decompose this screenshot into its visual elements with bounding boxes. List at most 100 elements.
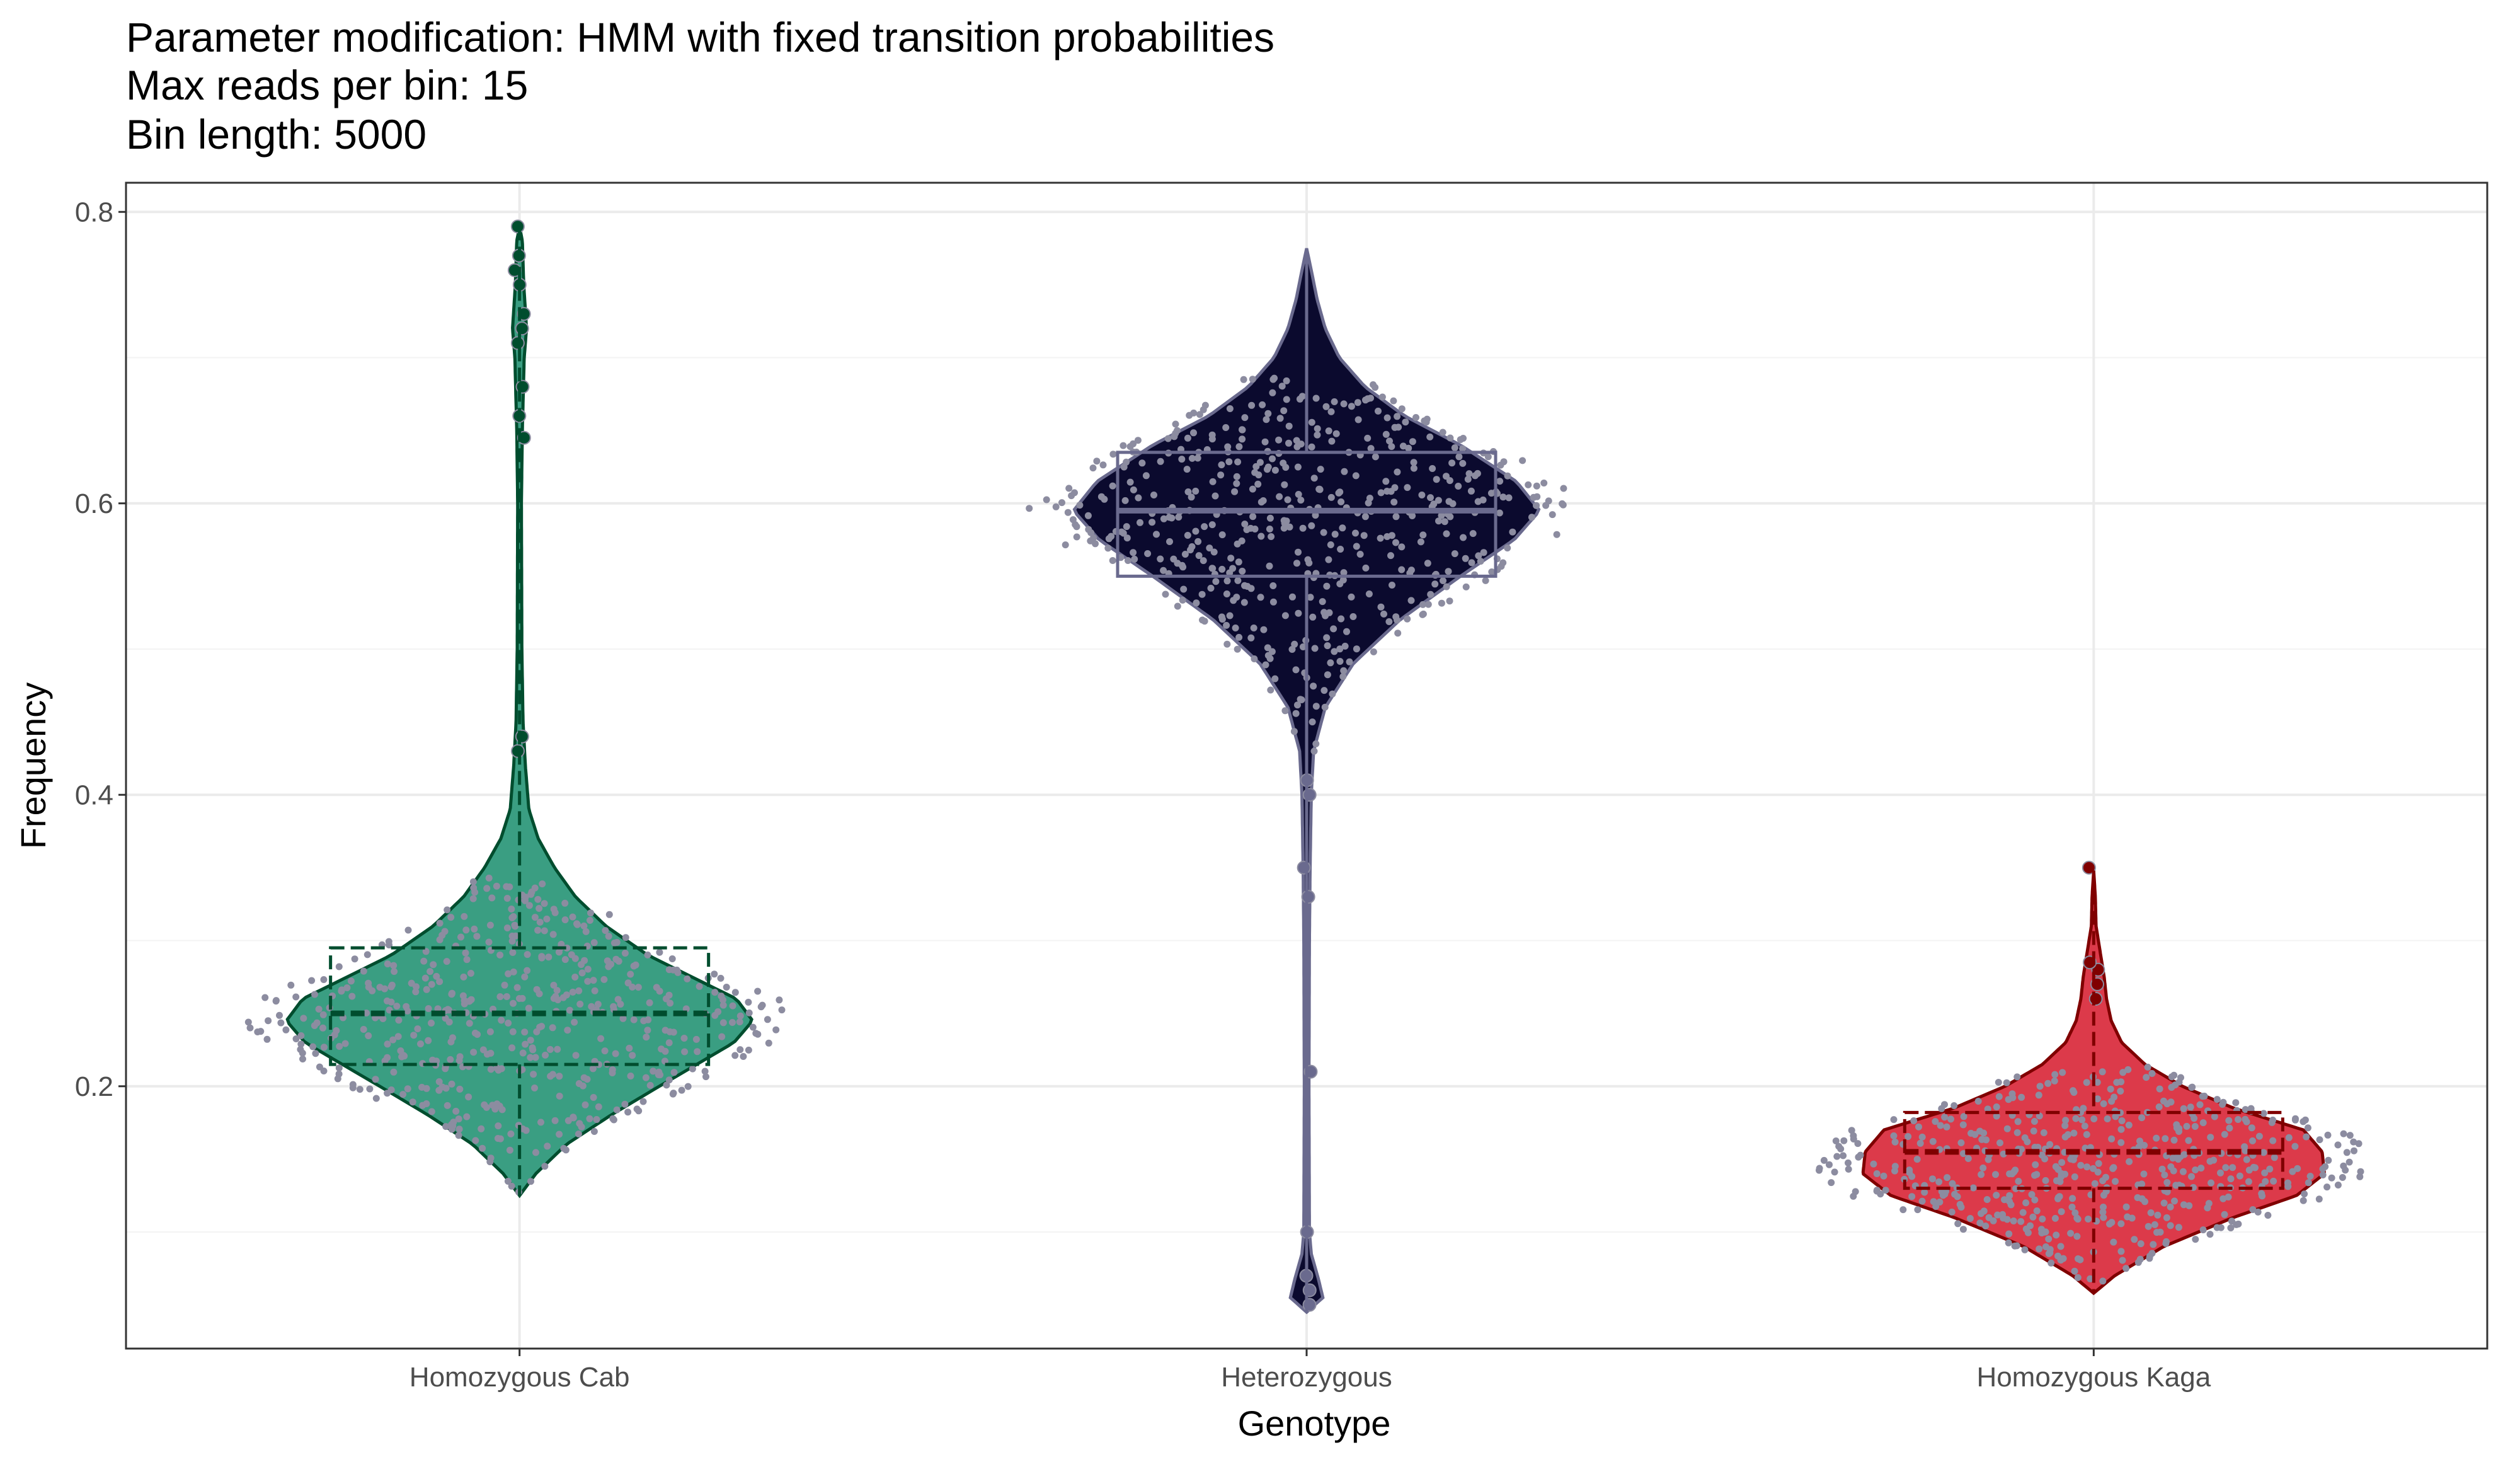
data-point <box>1353 645 1360 653</box>
data-point <box>1260 626 1268 633</box>
data-point <box>2340 1162 2347 1170</box>
data-point <box>1352 529 1359 537</box>
data-point <box>665 1076 673 1084</box>
data-point <box>525 1004 532 1012</box>
data-point <box>1123 458 1130 466</box>
data-point <box>428 1020 435 1027</box>
data-point <box>2124 1066 2132 1073</box>
x-tick-label: Homozygous Cab <box>410 1362 630 1393</box>
outlier-point <box>510 744 525 758</box>
data-point <box>493 1064 501 1072</box>
data-point <box>1160 567 1167 574</box>
data-point <box>718 993 725 1000</box>
data-point <box>1256 459 1264 466</box>
data-point <box>1367 445 1375 452</box>
data-point <box>575 987 583 994</box>
data-point <box>1443 583 1450 590</box>
data-point <box>701 1068 709 1075</box>
data-point <box>1109 557 1116 564</box>
data-point <box>1073 533 1080 541</box>
data-point <box>1281 612 1289 619</box>
data-point <box>1329 690 1336 698</box>
data-point <box>1187 546 1194 554</box>
data-point <box>1153 531 1160 538</box>
data-point <box>1168 514 1176 522</box>
data-point <box>1297 497 1305 504</box>
data-point <box>1172 420 1179 428</box>
data-point <box>462 926 470 934</box>
data-point <box>1354 399 1361 406</box>
data-point <box>1553 531 1561 538</box>
data-point <box>1241 414 1249 422</box>
data-point <box>1249 376 1256 383</box>
data-point <box>435 1078 443 1085</box>
data-point <box>736 1046 744 1054</box>
data-point <box>1857 1151 1864 1159</box>
data-point <box>512 932 519 940</box>
data-point <box>2083 1163 2091 1171</box>
data-point <box>2210 1156 2218 1164</box>
data-point <box>2006 1192 2013 1199</box>
data-point <box>2319 1165 2327 1173</box>
data-point <box>2146 1252 2153 1260</box>
data-point <box>1509 528 1516 536</box>
data-point <box>1938 1105 1945 1112</box>
data-point <box>338 987 345 995</box>
data-point <box>485 938 493 946</box>
data-point <box>2138 1114 2146 1122</box>
data-point <box>736 1018 743 1026</box>
data-point <box>2323 1183 2331 1191</box>
data-point <box>430 961 437 969</box>
data-point <box>2007 1201 2015 1209</box>
data-point <box>417 1040 424 1047</box>
data-point <box>436 936 444 943</box>
data-point <box>2247 1105 2255 1112</box>
data-point <box>1192 527 1200 535</box>
data-point <box>2180 1201 2187 1209</box>
data-point <box>2147 1209 2155 1216</box>
data-point <box>1908 1193 1916 1200</box>
data-point <box>2122 1203 2130 1211</box>
data-point <box>711 989 719 996</box>
data-point <box>2094 1168 2102 1176</box>
data-point <box>1899 1206 1907 1214</box>
data-point <box>2110 1238 2117 1246</box>
data-point <box>442 1065 449 1073</box>
data-point <box>1996 1139 2003 1147</box>
data-point <box>2099 1068 2106 1076</box>
data-point <box>447 1038 455 1045</box>
data-point <box>2113 1079 2121 1086</box>
data-point <box>2137 1240 2145 1248</box>
data-point <box>1840 1137 1848 1144</box>
data-point <box>1101 495 1108 503</box>
data-point <box>335 1064 343 1072</box>
data-point <box>639 1098 647 1105</box>
data-point <box>421 974 429 982</box>
data-point <box>2175 1224 2182 1231</box>
data-point <box>1410 459 1418 466</box>
data-point <box>474 1031 481 1038</box>
data-point <box>1948 1208 1956 1216</box>
data-point <box>1275 436 1283 444</box>
data-point <box>1131 555 1138 563</box>
data-point <box>2117 1248 2125 1255</box>
data-point <box>1356 551 1364 558</box>
data-point <box>719 1001 727 1009</box>
data-point <box>1186 412 1193 419</box>
data-point <box>1387 552 1394 560</box>
data-point <box>351 955 358 963</box>
data-point <box>1223 621 1230 629</box>
data-point <box>1307 594 1314 601</box>
data-point <box>469 878 477 885</box>
data-point <box>729 1019 736 1026</box>
data-point <box>1254 480 1262 488</box>
data-point <box>2241 1143 2248 1151</box>
data-point <box>460 973 467 981</box>
data-point <box>1225 458 1233 466</box>
data-point <box>2081 1122 2088 1130</box>
data-point <box>1331 398 1338 405</box>
data-point <box>1231 488 1239 495</box>
data-point <box>1336 658 1344 665</box>
data-point <box>1289 593 1296 601</box>
data-point <box>2036 1083 2044 1090</box>
